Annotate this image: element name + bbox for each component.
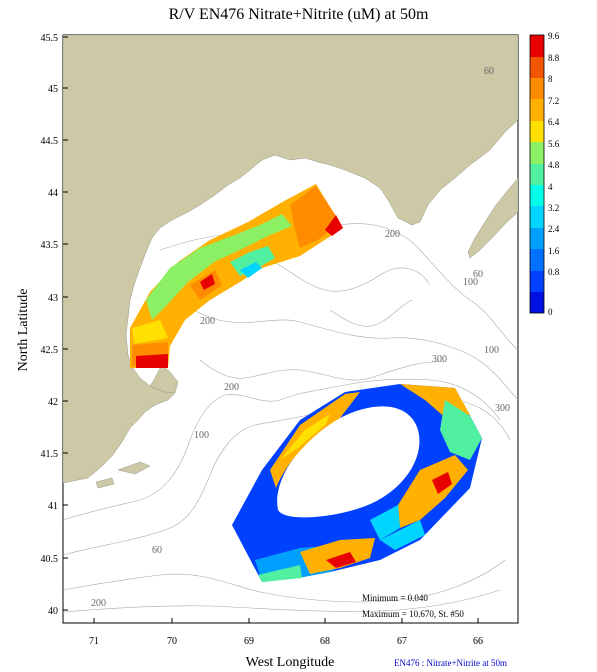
land-islands bbox=[95, 461, 151, 489]
x-tick-label: 69 bbox=[244, 636, 254, 647]
land-mainland bbox=[63, 35, 518, 484]
contour-labels: 60 200 100 200 60 100 300 300 200 100 60… bbox=[91, 66, 510, 609]
figure-caption: EN476 : Nitrate+Nitrite at 50m bbox=[394, 658, 508, 668]
minimum-stat: Minimum = 0.040 bbox=[362, 593, 428, 603]
colorbar-swatch bbox=[530, 206, 544, 228]
colorbar-label: 8 bbox=[548, 74, 553, 84]
x-tick-label: 67 bbox=[397, 636, 407, 647]
colorbar: 9.6 8.8 8 7.2 6.4 5.6 4.8 4 3.2 2.4 1.6 … bbox=[529, 31, 560, 317]
contour-label: 300 bbox=[495, 403, 510, 414]
contour-label: 60 bbox=[484, 66, 494, 77]
y-axis: 45.5 45 44.5 44 43.5 43 42.5 42 41.5 41 … bbox=[41, 33, 68, 617]
y-tick-label: 45.5 bbox=[41, 33, 59, 44]
contour-label: 200 bbox=[385, 229, 400, 240]
contour-label: 100 bbox=[484, 345, 499, 356]
colorbar-label: 9.6 bbox=[548, 31, 560, 41]
contour-label: 60 bbox=[473, 269, 483, 280]
colorbar-label: 4 bbox=[548, 182, 553, 192]
colorbar-swatch bbox=[530, 57, 544, 78]
colorbar-label: 3.2 bbox=[548, 203, 559, 213]
colorbar-label: 0.8 bbox=[548, 267, 560, 277]
colorbar-label: 8.8 bbox=[548, 53, 560, 63]
colorbar-swatch bbox=[530, 185, 544, 206]
colorbar-swatch bbox=[530, 292, 544, 313]
contour-label: 200 bbox=[91, 598, 106, 609]
contour-label: 300 bbox=[432, 354, 447, 365]
x-tick-label: 68 bbox=[320, 636, 330, 647]
y-axis-title: North Latitude bbox=[16, 289, 31, 372]
contour-label: 100 bbox=[194, 430, 209, 441]
land-nova-scotia bbox=[467, 177, 518, 259]
colorbar-label: 5.6 bbox=[548, 139, 560, 149]
y-tick-label: 43 bbox=[48, 293, 58, 304]
x-axis: 71 70 69 68 67 66 bbox=[89, 618, 483, 647]
contour-label: 60 bbox=[152, 545, 162, 556]
y-tick-label: 40.5 bbox=[41, 554, 59, 565]
y-tick-label: 41 bbox=[48, 501, 58, 512]
x-tick-label: 66 bbox=[473, 636, 483, 647]
colorbar-swatch bbox=[530, 271, 544, 292]
contour-label: 200 bbox=[200, 316, 215, 327]
colorbar-label: 6.4 bbox=[548, 117, 560, 127]
x-axis-title: West Longitude bbox=[246, 655, 335, 670]
colorbar-swatch bbox=[530, 78, 544, 99]
contour-label: 100 bbox=[463, 277, 478, 288]
colorbar-swatch bbox=[530, 164, 544, 185]
gulf-of-maine-transect bbox=[130, 184, 343, 368]
colorbar-swatch bbox=[530, 35, 544, 57]
contour-label: 200 bbox=[224, 382, 239, 393]
maximum-stat: Maximum = 10.670, St. #50 bbox=[362, 609, 464, 619]
y-tick-label: 40 bbox=[48, 606, 58, 617]
colorbar-swatch bbox=[530, 249, 544, 271]
land-cape-cod bbox=[149, 364, 179, 394]
y-tick-label: 42 bbox=[48, 397, 58, 408]
x-tick-label: 71 bbox=[89, 636, 99, 647]
map-title: R/V EN476 Nitrate+Nitrite (uM) at 50m bbox=[168, 6, 429, 23]
colorbar-label: 1.6 bbox=[548, 246, 560, 256]
colorbar-label: 0 bbox=[548, 307, 553, 317]
y-tick-label: 44 bbox=[48, 188, 58, 199]
x-tick-label: 70 bbox=[167, 636, 177, 647]
y-tick-label: 43.5 bbox=[41, 240, 59, 251]
colorbar-label: 4.8 bbox=[548, 160, 560, 170]
colorbar-swatch bbox=[530, 99, 544, 121]
colorbar-swatch bbox=[530, 142, 544, 164]
georges-bank-transect bbox=[232, 384, 482, 582]
colorbar-swatch bbox=[530, 121, 544, 142]
y-tick-label: 44.5 bbox=[41, 136, 59, 147]
y-tick-label: 41.5 bbox=[41, 449, 59, 460]
colorbar-swatch bbox=[530, 228, 544, 249]
colorbar-label: 7.2 bbox=[548, 96, 559, 106]
colorbar-label: 2.4 bbox=[548, 224, 560, 234]
y-tick-label: 42.5 bbox=[41, 345, 59, 356]
y-tick-label: 45 bbox=[48, 84, 58, 95]
